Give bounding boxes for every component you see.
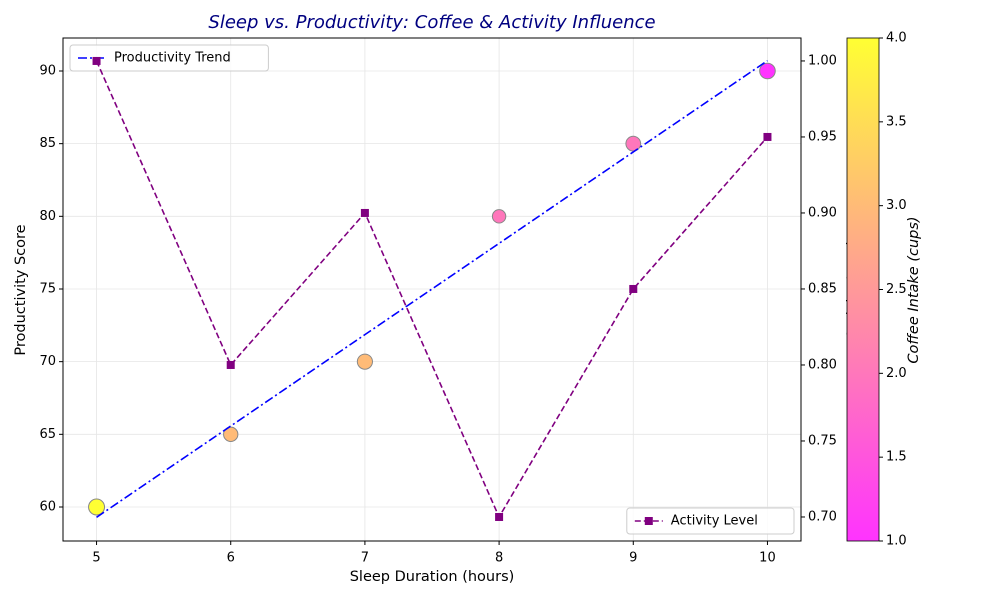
scatter-point — [223, 426, 239, 442]
colorbar-tick-label: 3.0 — [886, 198, 907, 213]
y-tick-label: 70 — [39, 354, 56, 369]
marker — [360, 208, 369, 217]
x-tick-label: 8 — [495, 551, 503, 566]
legend-box — [69, 44, 269, 72]
scatter-point — [759, 62, 776, 80]
y-tick-label: 90 — [39, 63, 56, 78]
colorbar-tick-label: 2.0 — [886, 366, 907, 381]
y2-tick-label: 0.85 — [808, 281, 837, 296]
x-tick-label: 7 — [361, 551, 369, 566]
marker — [629, 284, 638, 293]
x-axis-label: Sleep Duration (hours) — [350, 569, 515, 585]
scatter-point — [356, 353, 373, 370]
x-tick-label: 6 — [227, 551, 235, 566]
colorbar-tick-label: 1.5 — [886, 450, 907, 465]
scatter-point — [88, 498, 106, 516]
y-tick-label: 65 — [39, 427, 56, 442]
marker — [495, 512, 504, 521]
scatter-point — [491, 209, 507, 224]
plot-frame — [62, 37, 802, 542]
legend-label: Productivity Trend — [114, 51, 231, 66]
legend-label: Activity Level — [671, 514, 758, 529]
line — [95, 60, 769, 519]
y-tick-label: 85 — [39, 136, 56, 151]
marker — [92, 56, 101, 65]
y2-tick-label: 0.70 — [808, 509, 837, 524]
y-tick-label: 75 — [39, 281, 56, 296]
legend-box — [626, 507, 795, 535]
colorbar-tick-label: 1.0 — [886, 534, 907, 549]
scatter-point — [625, 135, 642, 152]
x-tick-label: 5 — [92, 551, 100, 566]
y2-tick-label: 0.95 — [808, 129, 837, 144]
y2-tick-label: 1.00 — [808, 53, 837, 68]
marker — [763, 132, 772, 141]
y2-tick-label: 0.90 — [808, 205, 837, 220]
colorbar-tick-label: 4.0 — [886, 31, 907, 46]
legend-marker — [644, 517, 653, 525]
line — [96, 60, 768, 518]
colorbar — [846, 37, 880, 542]
marker — [226, 360, 235, 369]
x-tick-label: 9 — [629, 551, 637, 566]
y2-tick-label: 0.80 — [808, 357, 837, 372]
y-tick-label: 80 — [39, 209, 56, 224]
y-tick-label: 60 — [39, 499, 56, 514]
colorbar-tick-label: 2.5 — [886, 282, 907, 297]
colorbar-tick-label: 3.5 — [886, 114, 907, 129]
colorbar-label: Coffee Intake (cups) — [906, 216, 922, 363]
chart-title: Sleep vs. Productivity: Coffee & Activit… — [208, 12, 655, 33]
y-axis-label: Productivity Score — [13, 224, 29, 355]
x-tick-label: 10 — [759, 551, 776, 566]
y2-tick-label: 0.75 — [808, 433, 837, 448]
